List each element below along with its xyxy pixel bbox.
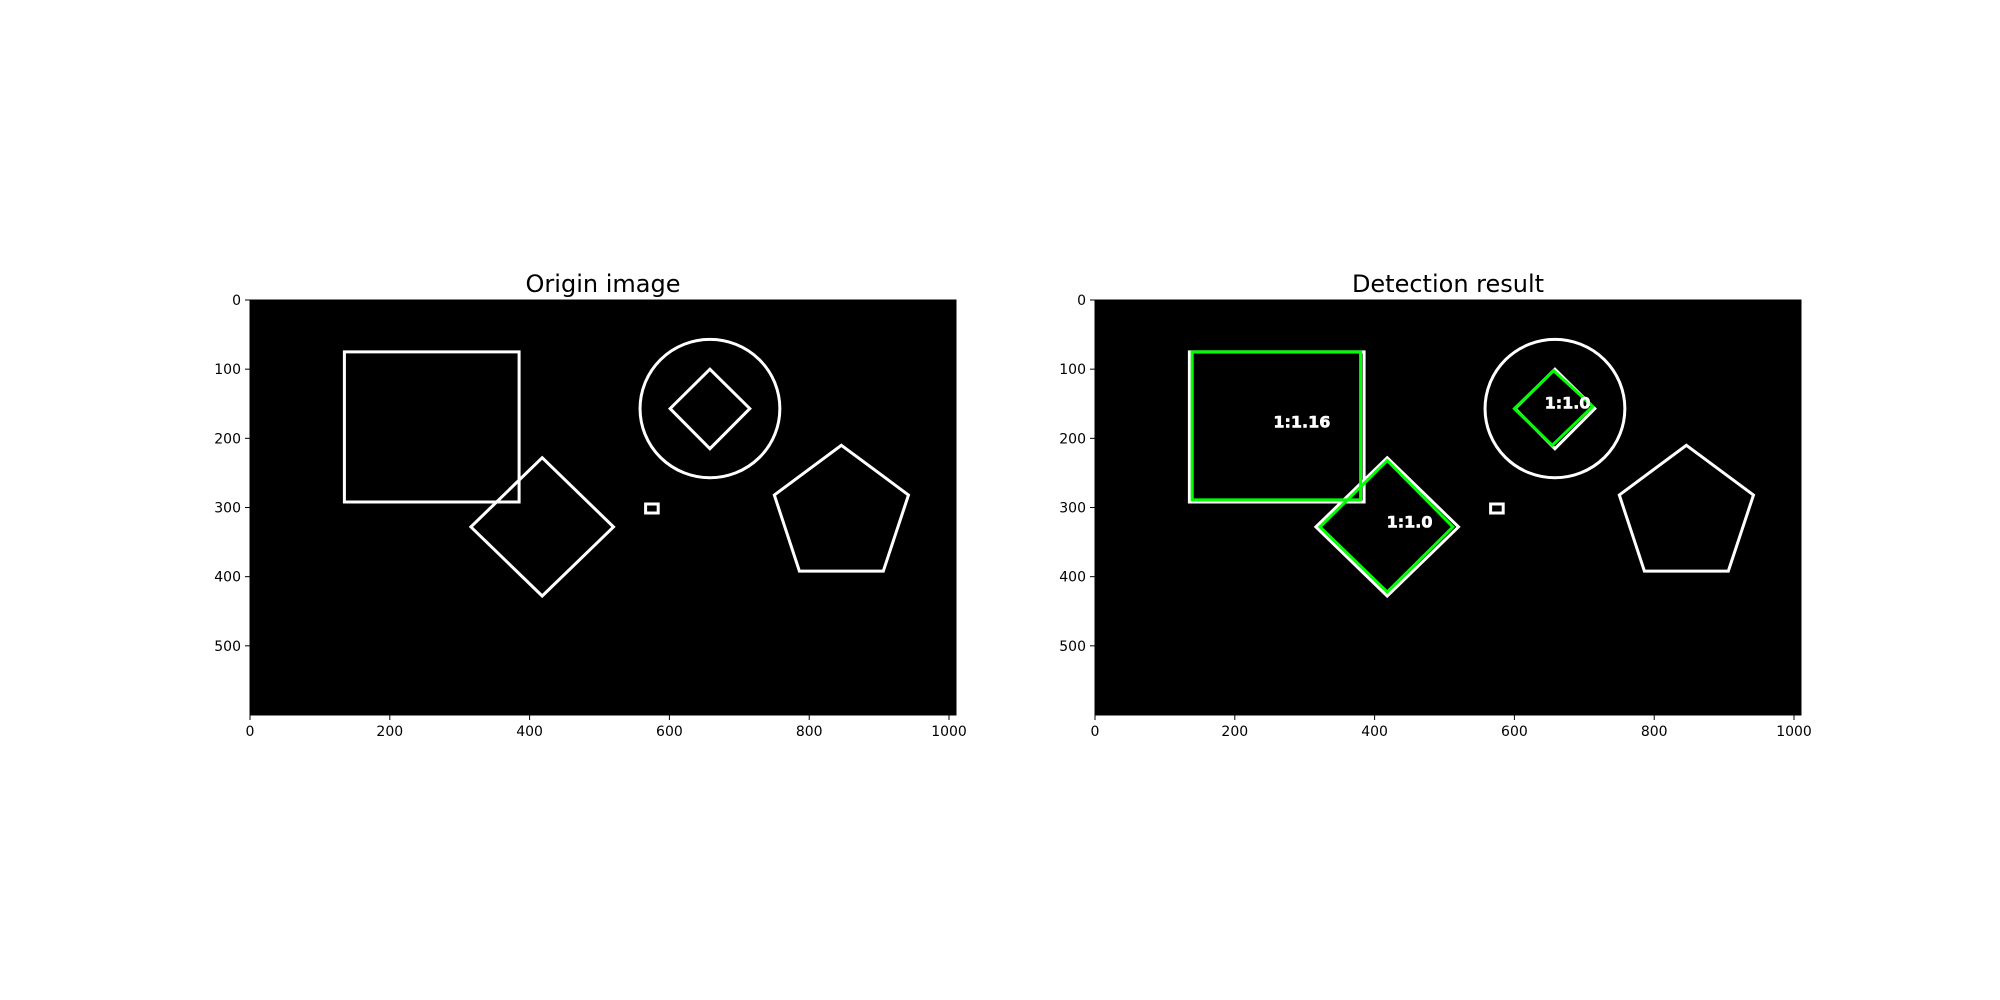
y-tick-label: 500 [1059, 639, 1086, 655]
y-tick-label: 0 [232, 293, 241, 309]
y-tick-label: 200 [214, 431, 241, 447]
x-tick-label: 1000 [931, 724, 967, 740]
x-tick-label: 1000 [1776, 724, 1812, 740]
circle-shape [1483, 337, 1627, 480]
x-axis: 0 200 400 600 800 1000 [246, 715, 967, 740]
y-tick-label: 0 [1077, 293, 1086, 309]
x-axis: 0 200 400 600 800 1000 [1091, 715, 1812, 740]
x-tick-label: 600 [656, 724, 683, 740]
x-tick-label: 200 [376, 724, 403, 740]
y-tick-label: 400 [214, 570, 241, 586]
y-tick-label: 100 [1059, 362, 1086, 378]
y-axis: 0 100 200 300 400 500 [1059, 293, 1095, 655]
y-axis: 0 100 200 300 400 500 [214, 293, 250, 655]
shape-layer [342, 337, 911, 599]
detection-ratio-label: 1:1.0 [1545, 393, 1591, 412]
x-tick-label: 0 [1091, 724, 1100, 740]
pentagon-shape [1617, 443, 1756, 573]
y-tick-label: 300 [1059, 501, 1086, 517]
pentagon-shape [772, 443, 911, 573]
image-background [250, 300, 956, 715]
panel-detection-result: Detection result 1:1.16 1:1.0 1:1.0 0 200 40… [1059, 270, 1812, 740]
y-tick-label: 400 [1059, 570, 1086, 586]
detection-outline [1512, 368, 1595, 448]
small-diamond-shape [667, 367, 752, 451]
detection-ratio-label: 1:1.0 [1387, 512, 1433, 531]
circle-shape [638, 337, 782, 480]
small-square-shape [1489, 502, 1505, 515]
x-tick-label: 800 [1641, 724, 1668, 740]
y-tick-label: 200 [1059, 431, 1086, 447]
large-diamond-shape [1313, 455, 1461, 599]
panel-title: Detection result [1352, 270, 1544, 298]
detection-outline [1190, 350, 1363, 502]
x-tick-label: 0 [246, 724, 255, 740]
panel-origin-image: Origin image 0 200 400 600 800 1000 0 100 200 30… [214, 270, 967, 740]
y-tick-label: 100 [214, 362, 241, 378]
large-diamond-shape [468, 455, 616, 599]
y-tick-label: 500 [214, 639, 241, 655]
image-background [1095, 300, 1801, 715]
small-square-shape [644, 502, 660, 515]
panel-title: Origin image [526, 270, 681, 298]
rectangle-shape [342, 350, 521, 504]
y-tick-label: 300 [214, 501, 241, 517]
detection-outline [1317, 458, 1456, 594]
x-tick-label: 400 [516, 724, 543, 740]
x-tick-label: 200 [1221, 724, 1248, 740]
x-tick-label: 600 [1501, 724, 1528, 740]
detection-ratio-label: 1:1.16 [1273, 413, 1330, 432]
x-tick-label: 800 [796, 724, 823, 740]
detection-layer: 1:1.16 1:1.0 1:1.0 [1190, 350, 1595, 594]
x-tick-label: 400 [1361, 724, 1388, 740]
